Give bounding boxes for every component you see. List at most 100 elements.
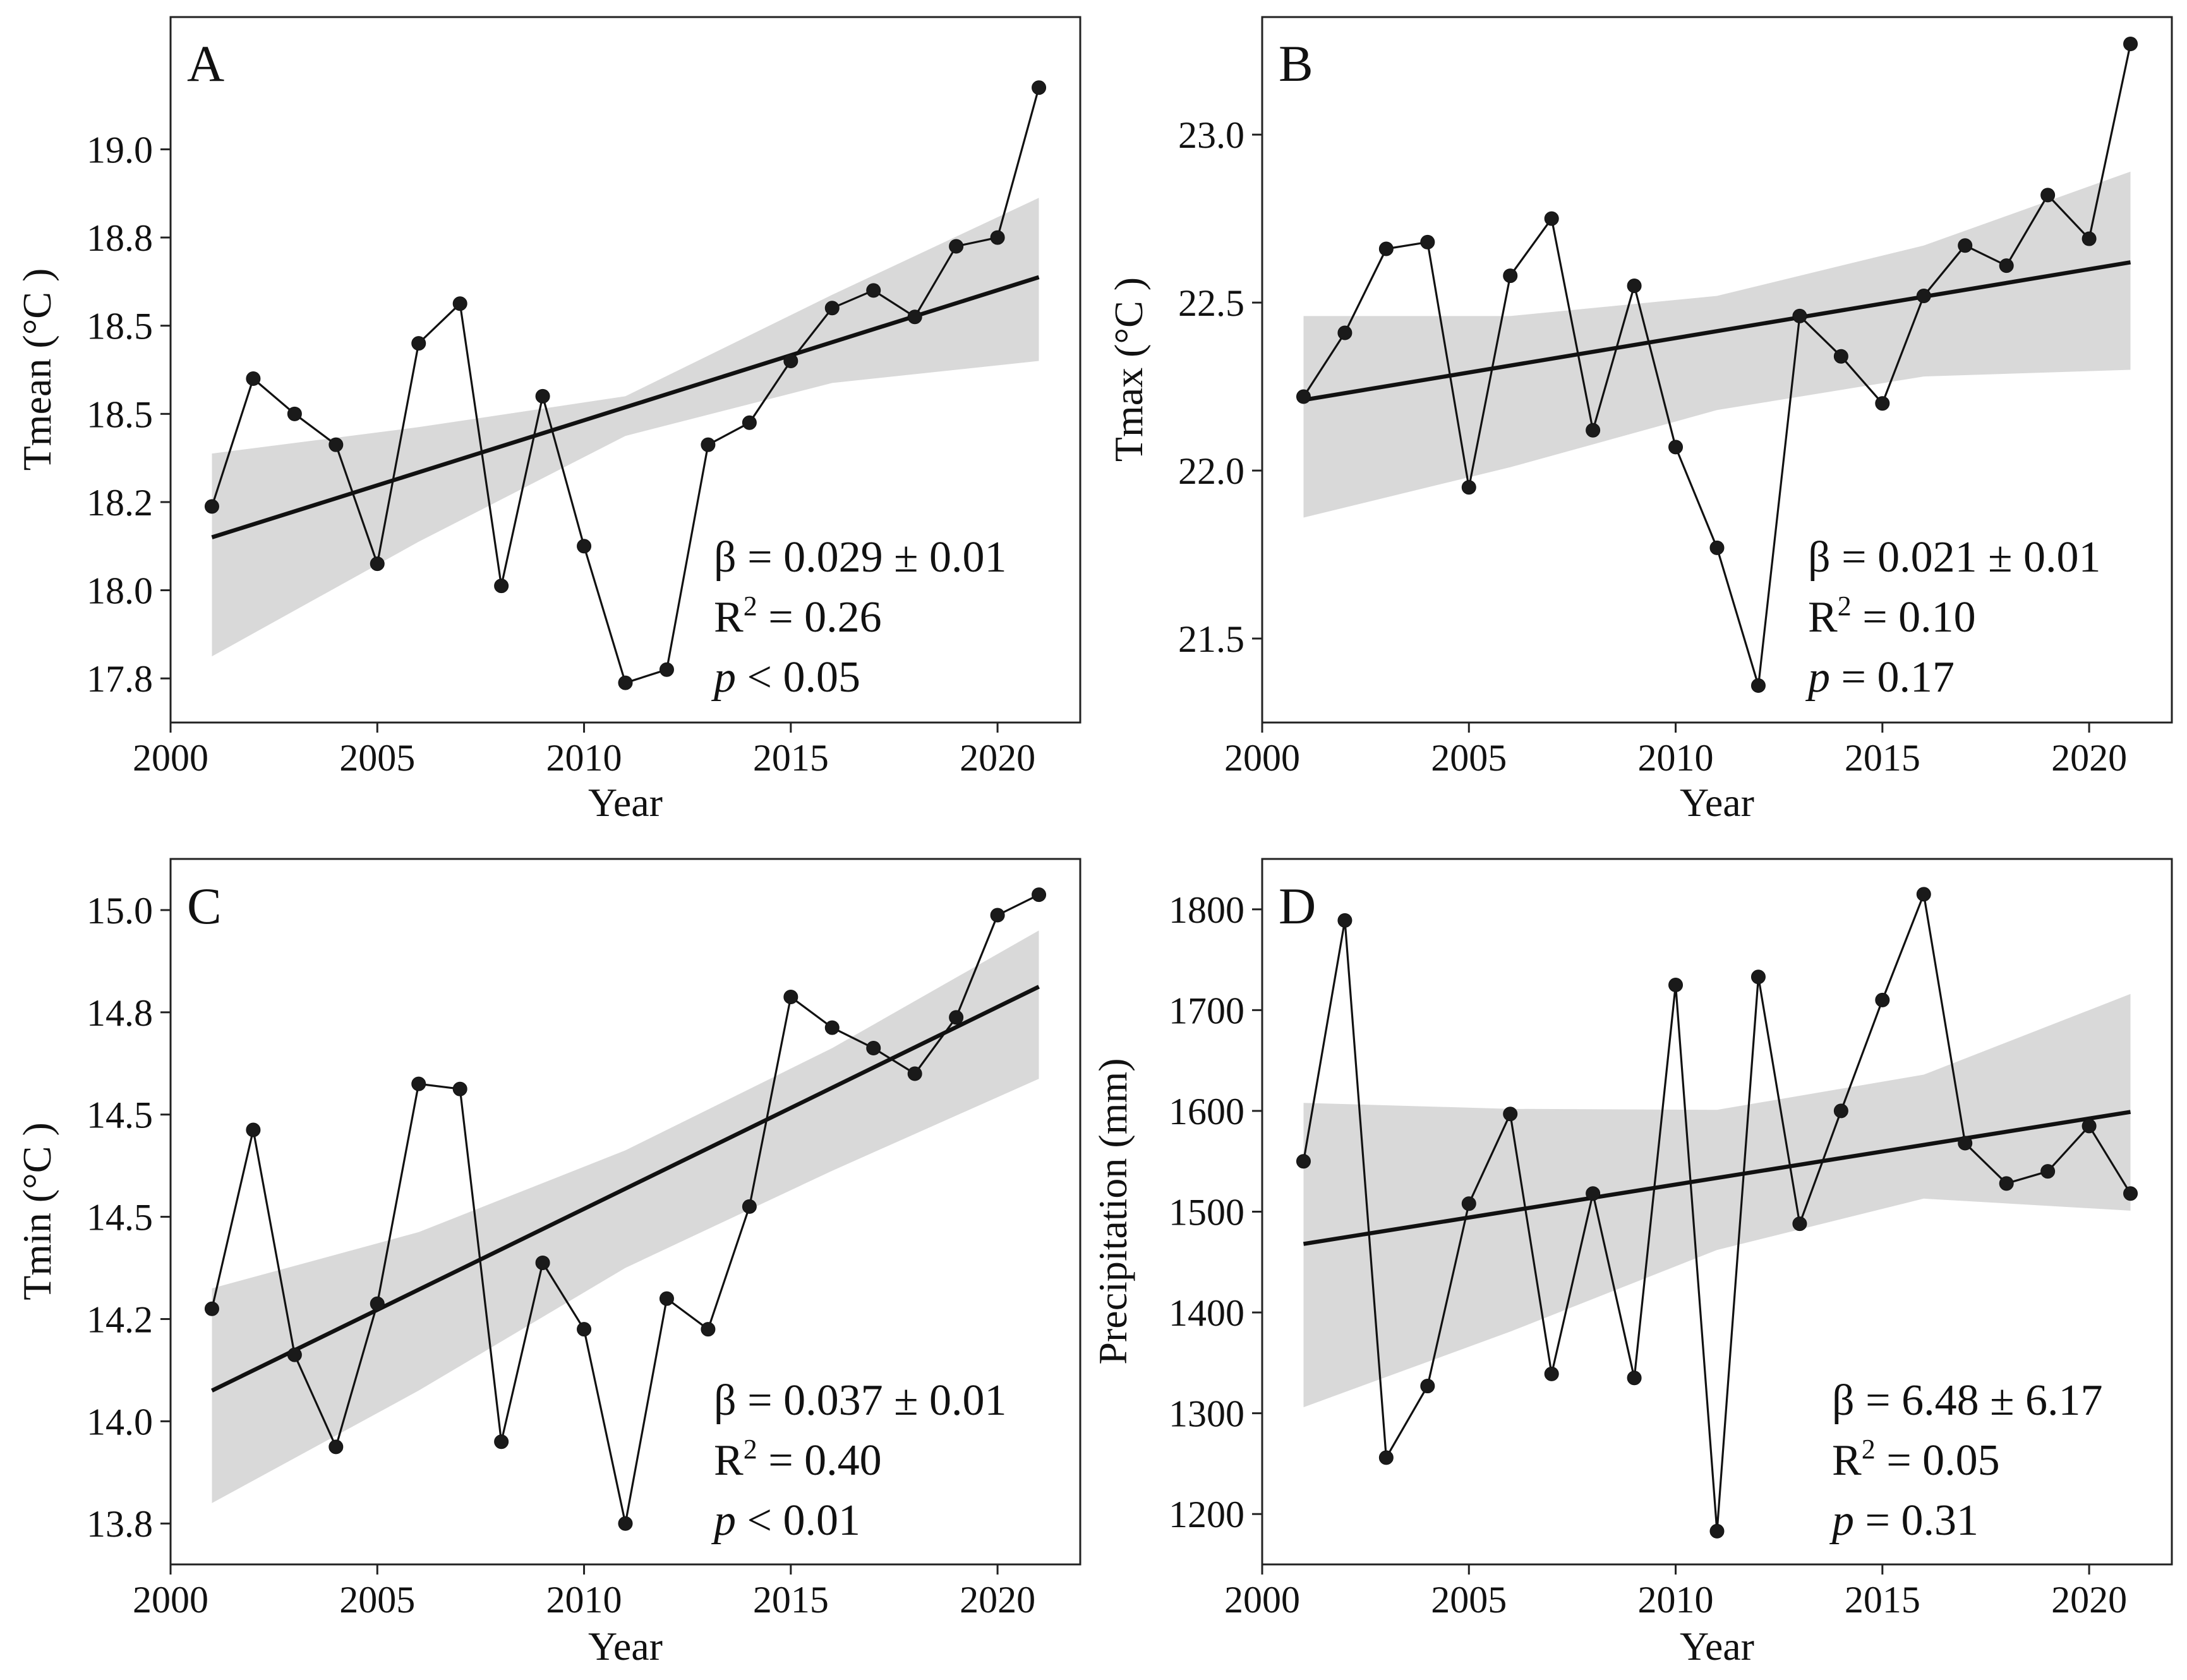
- data-point-b-2011: [1709, 540, 1725, 555]
- y-tick-label-a-0: 17.8: [87, 658, 153, 700]
- trend-line-d: [1303, 1110, 2131, 1246]
- data-point-a-2013: [701, 437, 716, 452]
- panel-c: 2000 2005 2010 2015 2020 13.8 14.0 14.2 14.5 14.…: [15, 858, 1081, 1669]
- y-tick-label-c-0: 13.8: [87, 1503, 153, 1545]
- confidence-band-c: [212, 930, 1039, 1503]
- y-tick-label-d-5: 1700: [1169, 990, 1244, 1031]
- y-tick-label-c-3: 14.5: [87, 1197, 153, 1239]
- data-point-a-2018: [907, 309, 922, 325]
- data-point-c-2010: [577, 1322, 592, 1337]
- y-axis-b: 21.5 22.0 22.5 23.0: [1178, 114, 1262, 660]
- data-point-c-2013: [701, 1322, 716, 1337]
- y-tick-label-c-5: 14.8: [87, 992, 153, 1034]
- stat-p-a: p < 0.05: [711, 653, 860, 702]
- data-point-d-2010: [1668, 977, 1684, 992]
- data-point-c-2003: [287, 1347, 302, 1362]
- y-tick-label-a-4: 18.5: [87, 306, 153, 347]
- x-tick-label-c-2000: 2000: [133, 1579, 208, 1621]
- data-point-c-2012: [659, 1291, 674, 1306]
- data-point-a-2014: [742, 415, 757, 430]
- data-points-c: [204, 887, 1047, 1531]
- data-point-a-2005: [370, 556, 385, 572]
- trend-line-a: [211, 275, 1040, 539]
- x-axis-title-c: Year: [588, 1624, 663, 1669]
- stat-beta-c: β = 0.037 ± 0.01: [714, 1376, 1007, 1425]
- stat-r2-d: R2 = 0.05: [1832, 1434, 2000, 1485]
- data-point-c-2007: [452, 1081, 467, 1096]
- data-point-b-2014: [1833, 349, 1848, 364]
- y-axis-a: 17.8 18.0 18.2 18.5 18.5 18.8 19.0: [87, 129, 171, 700]
- data-point-d-2015: [1875, 992, 1890, 1007]
- y-tick-label-d-2: 1400: [1169, 1292, 1244, 1334]
- x-tick-label-a-2010: 2010: [546, 737, 622, 779]
- data-point-d-2016: [1916, 887, 1931, 902]
- panel-b: 2000 2005 2010 2015 2020 21.522.022.523.0 B …: [1106, 16, 2173, 825]
- data-point-b-2018: [1999, 258, 2014, 273]
- x-tick-label-d-2015: 2015: [1845, 1579, 1920, 1621]
- stat-beta-b: β = 0.021 ± 0.01: [1808, 533, 2101, 582]
- y-tick-label-b-3: 23.0: [1178, 114, 1244, 156]
- data-point-b-2010: [1668, 440, 1684, 455]
- data-point-a-2004: [328, 437, 344, 452]
- data-point-d-2017: [1958, 1136, 1973, 1151]
- x-tick-label-c-2020: 2020: [960, 1579, 1035, 1621]
- data-point-c-2005: [370, 1296, 385, 1311]
- x-tick-label-b-2020: 2020: [2051, 737, 2127, 779]
- confidence-band-d: [1303, 993, 2131, 1408]
- data-line-a: [210, 87, 1040, 684]
- data-point-b-2005: [1461, 480, 1476, 495]
- data-point-a-2002: [246, 371, 261, 386]
- x-tick-label-c-2010: 2010: [546, 1579, 622, 1621]
- data-point-d-2005: [1461, 1196, 1476, 1211]
- panel-label-d: D: [1279, 877, 1316, 935]
- data-point-b-2021: [2123, 37, 2138, 52]
- x-tick-label-a-2000: 2000: [133, 737, 208, 779]
- trend-line-c: [211, 985, 1040, 1393]
- data-points-b: [1296, 37, 2138, 693]
- data-point-a-2008: [494, 579, 509, 594]
- y-tick-label-a-1: 18.0: [87, 570, 153, 612]
- data-point-b-2017: [1958, 238, 1973, 253]
- x-tick-label-d-2000: 2000: [1224, 1579, 1300, 1621]
- panel-label-a: A: [187, 35, 224, 92]
- y-tick-label-d-6: 1800: [1169, 889, 1244, 931]
- y-tick-label-c-1: 14.0: [87, 1401, 153, 1443]
- data-point-d-2003: [1378, 1450, 1394, 1465]
- data-point-a-2009: [535, 388, 550, 404]
- x-tick-label-d-2005: 2005: [1431, 1579, 1507, 1621]
- y-tick-label-c-4: 14.5: [87, 1095, 153, 1136]
- x-tick-label-b-2015: 2015: [1845, 737, 1920, 779]
- plot-area-a: [169, 16, 1081, 724]
- y-tick-label-b-0: 21.5: [1178, 618, 1244, 660]
- x-tick-label-c-2005: 2005: [339, 1579, 415, 1621]
- data-point-b-2013: [1792, 308, 1807, 323]
- x-tick-label-d-2010: 2010: [1638, 1579, 1714, 1621]
- data-point-a-2012: [659, 662, 674, 677]
- y-tick-label-d-0: 1200: [1169, 1494, 1244, 1535]
- x-tick-label-c-2015: 2015: [753, 1579, 829, 1621]
- stat-beta-d: β = 6.48 ± 6.17: [1832, 1376, 2103, 1425]
- data-point-a-2003: [287, 406, 302, 421]
- data-point-c-2008: [494, 1434, 509, 1449]
- y-axis-title-d: Precipitation (mm): [1090, 1058, 1135, 1364]
- panel-label-c: C: [187, 877, 222, 935]
- y-axis-title-c: Tmin (°C ): [15, 1122, 59, 1300]
- data-point-b-2008: [1586, 423, 1601, 438]
- x-axis-a: 2000 2005 2010 2015 2020: [133, 723, 1035, 779]
- trend-line-b: [1303, 260, 2131, 402]
- x-axis-title-d: Year: [1680, 1624, 1754, 1669]
- stat-beta-a: β = 0.029 ± 0.01: [714, 533, 1007, 582]
- x-axis-b: 2000 2005 2010 2015 2020: [1224, 723, 2127, 779]
- data-point-a-2011: [618, 675, 633, 690]
- data-point-c-2020: [990, 908, 1005, 923]
- data-point-d-2006: [1503, 1107, 1518, 1122]
- x-axis-title-b: Year: [1680, 780, 1754, 825]
- data-point-d-2002: [1337, 913, 1353, 928]
- data-point-d-2020: [2082, 1119, 2097, 1134]
- data-point-c-2016: [824, 1020, 840, 1035]
- data-point-d-2008: [1586, 1186, 1601, 1201]
- y-tick-label-b-1: 22.0: [1178, 450, 1244, 492]
- stat-r2-a: R2 = 0.26: [714, 591, 882, 642]
- data-point-c-2019: [949, 1010, 964, 1025]
- x-tick-label-b-2005: 2005: [1431, 737, 1507, 779]
